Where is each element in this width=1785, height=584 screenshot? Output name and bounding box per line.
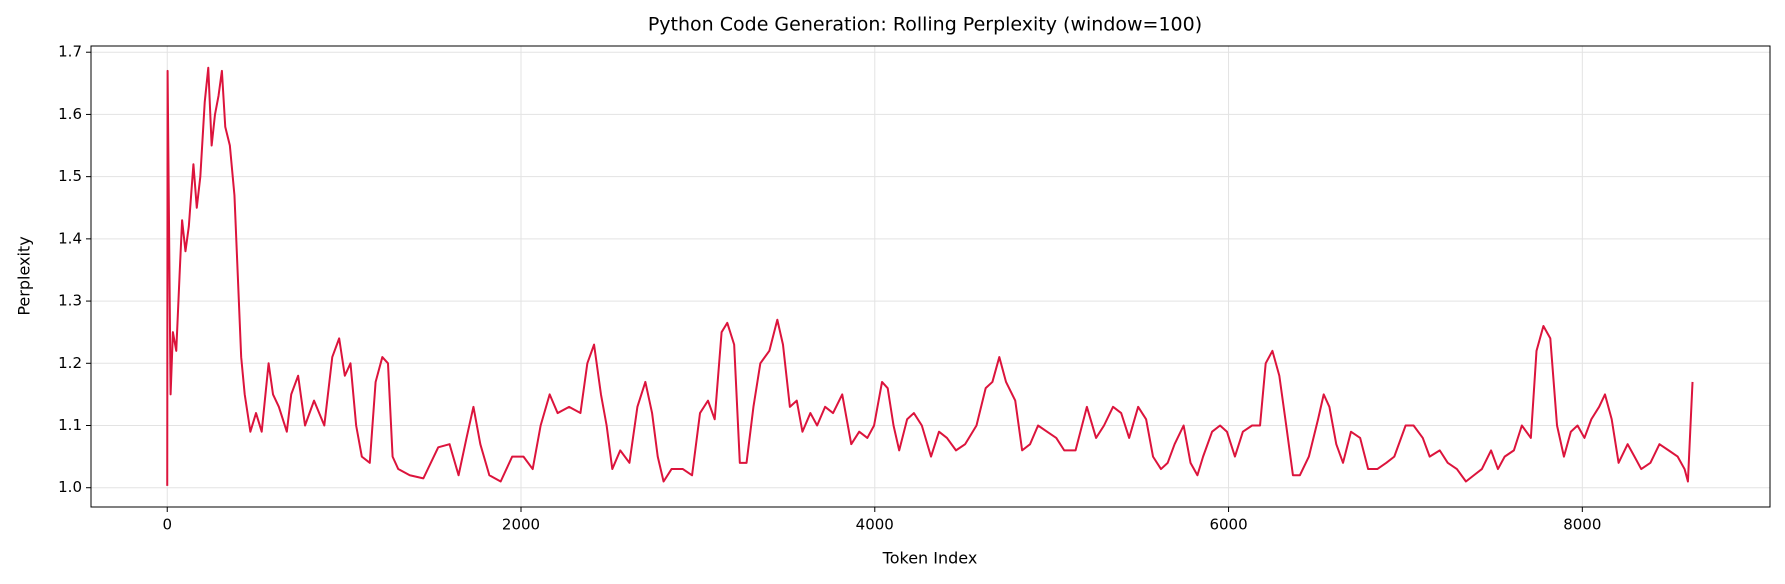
x-tick-label: 6000 [1209, 516, 1247, 534]
y-tick-label: 1.4 [58, 229, 82, 247]
chart-title: Python Code Generation: Rolling Perplexi… [648, 14, 1202, 36]
x-axis-label: Token Index [882, 549, 978, 568]
x-tick-label: 0 [162, 516, 172, 534]
y-tick-label: 1.7 [58, 43, 82, 61]
y-tick-label: 1.1 [58, 416, 82, 434]
y-tick-label: 1.5 [58, 167, 82, 185]
data-line [166, 66, 1694, 486]
y-tick-label: 1.0 [58, 478, 82, 496]
y-axis-label: Perplexity [15, 236, 34, 315]
y-tick-label: 1.6 [58, 105, 82, 123]
y-tick-label: 1.3 [58, 292, 82, 310]
x-tick-label: 2000 [502, 516, 540, 534]
plot-frame [90, 45, 1771, 508]
y-tick-label: 1.2 [58, 354, 82, 372]
x-tick-label: 8000 [1563, 516, 1601, 534]
x-tick-label: 4000 [856, 516, 894, 534]
